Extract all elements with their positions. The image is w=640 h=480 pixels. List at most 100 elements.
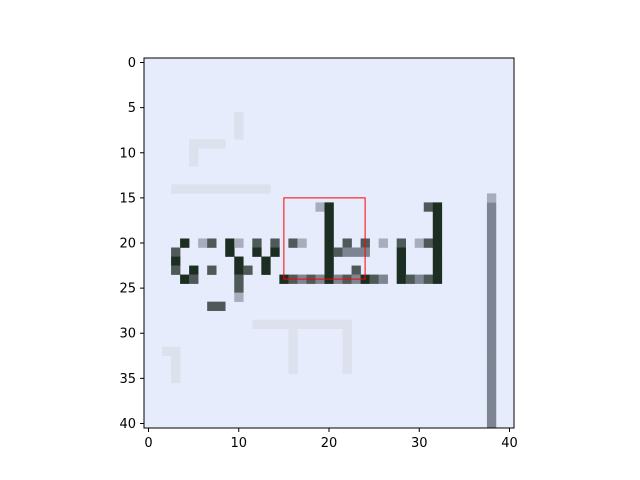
image-pixel-run xyxy=(234,256,244,266)
y-tick-label: 35 xyxy=(119,372,136,387)
image-pixel-run xyxy=(234,121,244,131)
image-pixel-run xyxy=(396,238,407,248)
image-pixel-run xyxy=(324,229,334,239)
x-tick-label: 30 xyxy=(411,436,428,451)
image-pixel-run xyxy=(405,274,416,284)
image-pixel-run xyxy=(198,238,208,248)
image-pixel-run xyxy=(396,265,407,275)
y-tick-label: 25 xyxy=(119,282,136,297)
image-pixel-run xyxy=(432,238,443,248)
image-pixel-run xyxy=(486,247,497,257)
image-pixel-run xyxy=(252,247,262,257)
image-pixel-run xyxy=(342,355,352,366)
y-tick-label: 0 xyxy=(128,56,136,71)
image-pixel-run xyxy=(324,220,334,230)
image-pixel-run xyxy=(342,346,352,357)
image-pixel-run xyxy=(288,337,298,348)
image-pixel-run xyxy=(486,364,497,375)
image-pixel-run xyxy=(486,274,497,284)
image-pixel-run xyxy=(189,139,226,149)
x-tick-label: 20 xyxy=(321,436,338,451)
x-tick-label: 0 xyxy=(144,436,152,451)
image-pixel-run xyxy=(207,301,226,311)
image-pixel-run xyxy=(486,346,497,357)
image-pixel-run xyxy=(288,328,298,339)
image-pixel-run xyxy=(324,256,334,266)
image-pixel-run xyxy=(234,112,244,122)
x-tick-label: 10 xyxy=(230,436,247,451)
image-pixel-run xyxy=(333,247,343,257)
image-pixel-run xyxy=(243,265,253,275)
image-pixel-run xyxy=(171,256,181,266)
image-pixel-run xyxy=(324,265,334,275)
image-pixel-run xyxy=(486,391,497,402)
image-pixel-run xyxy=(486,382,497,393)
image-pixel-run xyxy=(486,220,497,230)
image-pixel-run xyxy=(423,202,434,212)
image-pixel-run xyxy=(486,409,497,420)
image-pixel-run xyxy=(270,247,280,257)
image-pixel-run xyxy=(432,274,443,284)
image-pixel-run xyxy=(486,328,497,339)
image-pixel-run xyxy=(378,274,388,284)
image-pixel-run xyxy=(432,211,443,221)
image-pixel-run xyxy=(234,238,244,248)
image-pixel-run xyxy=(189,274,199,284)
image-pixel-run xyxy=(414,274,425,284)
image-pixel-run xyxy=(342,364,352,375)
image-pixel-run xyxy=(270,238,280,248)
image-pixel-run xyxy=(432,229,443,239)
image-pixel-run xyxy=(486,337,497,348)
image-pixel-run xyxy=(324,247,334,257)
image-pixel-run xyxy=(171,184,271,194)
image-pixel-run xyxy=(189,148,199,158)
y-tick-label: 15 xyxy=(119,191,136,206)
highlight-rectangle xyxy=(283,197,366,280)
image-pixel-run xyxy=(261,265,271,275)
y-tick-label: 20 xyxy=(119,237,136,252)
image-pixel-run xyxy=(171,355,181,366)
image-pixel-run xyxy=(288,238,298,248)
image-pixel-run xyxy=(369,274,379,284)
y-axis-ticks: 0 5 10 15 20 25 30 35 40 xyxy=(119,56,144,432)
image-pixel-run xyxy=(486,292,497,302)
image-pixel-run xyxy=(486,355,497,366)
image-pixel-run xyxy=(342,328,352,339)
image-pixel-run xyxy=(486,400,497,411)
image-pixel-run xyxy=(162,346,181,357)
image-pixel-run xyxy=(486,211,497,221)
image-pixel-run xyxy=(486,319,497,330)
image-pixel-run xyxy=(342,337,352,348)
image-pixel-run xyxy=(180,274,190,284)
image-pixel-run xyxy=(189,265,199,275)
image-pixel-run xyxy=(234,265,244,275)
image-pixel-run xyxy=(486,265,497,275)
image-pixel-run xyxy=(288,346,298,357)
image-pixel-run xyxy=(486,238,497,248)
image-pixel-run xyxy=(396,247,407,257)
image-pixel-run xyxy=(423,238,434,248)
image-pixel-run xyxy=(288,364,298,375)
image-pixel-run xyxy=(171,373,181,384)
image-pixel-run xyxy=(378,238,388,248)
image-pixel-run xyxy=(351,265,361,275)
image-pixel-run xyxy=(432,202,443,212)
image-pixel-run xyxy=(234,274,244,284)
x-tick-label: 40 xyxy=(501,436,518,451)
image-pixel-run xyxy=(171,265,181,275)
image-pixel-run xyxy=(342,238,352,248)
image-pixel-run xyxy=(486,283,497,293)
image-pixel-run xyxy=(342,247,370,257)
image-pixel-run xyxy=(252,238,262,248)
image-pixel-run xyxy=(225,247,235,257)
image-pixel-run xyxy=(234,292,244,302)
image-pixel-run xyxy=(486,301,497,311)
image-pixel-run xyxy=(486,229,497,239)
image-pixel-run xyxy=(486,373,497,384)
image-pixel-run xyxy=(171,247,181,257)
image-pixel-run xyxy=(171,364,181,375)
image-pixel-run xyxy=(486,202,497,212)
image-pixel-run xyxy=(423,274,434,284)
image-pixel-run xyxy=(324,202,334,212)
